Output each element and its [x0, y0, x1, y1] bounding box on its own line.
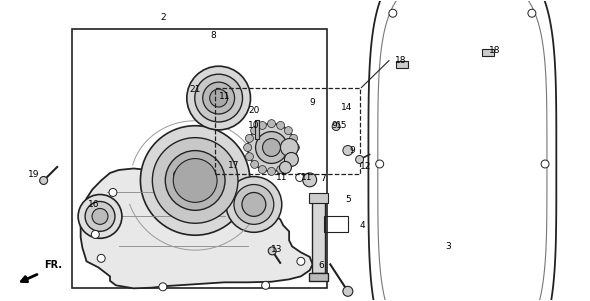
Text: 3: 3: [445, 242, 451, 251]
Text: 21: 21: [189, 85, 201, 94]
Circle shape: [245, 134, 254, 142]
Text: 11: 11: [301, 173, 313, 182]
Circle shape: [280, 138, 299, 157]
Circle shape: [280, 161, 291, 173]
Circle shape: [165, 150, 225, 210]
Bar: [309, 194, 329, 203]
Circle shape: [245, 153, 254, 161]
Circle shape: [261, 281, 270, 289]
Text: 5: 5: [345, 195, 350, 204]
Circle shape: [203, 82, 235, 114]
Bar: [72, 29, 327, 288]
Bar: [312, 201, 326, 273]
Circle shape: [290, 134, 297, 142]
Circle shape: [284, 160, 293, 168]
Text: 11: 11: [276, 173, 288, 182]
Circle shape: [291, 144, 299, 151]
Circle shape: [173, 159, 217, 202]
Polygon shape: [368, 0, 556, 301]
Circle shape: [173, 170, 182, 178]
Circle shape: [541, 160, 549, 168]
Circle shape: [290, 153, 297, 161]
Circle shape: [40, 176, 48, 185]
Circle shape: [242, 192, 266, 216]
Circle shape: [343, 286, 353, 296]
Text: 9: 9: [350, 146, 355, 155]
Circle shape: [97, 254, 105, 262]
Bar: [215, 88, 359, 175]
Text: 14: 14: [341, 103, 352, 112]
Circle shape: [195, 74, 242, 122]
Bar: [481, 49, 494, 56]
Circle shape: [267, 119, 276, 128]
Circle shape: [284, 127, 293, 135]
Circle shape: [263, 138, 280, 157]
Text: 11: 11: [219, 92, 230, 101]
Text: 13: 13: [270, 245, 282, 254]
Circle shape: [159, 283, 167, 291]
Text: 6: 6: [319, 261, 324, 270]
Circle shape: [91, 230, 99, 238]
Circle shape: [109, 188, 117, 197]
Text: 17: 17: [228, 161, 239, 170]
Circle shape: [389, 9, 397, 17]
Polygon shape: [81, 169, 313, 288]
Circle shape: [209, 89, 228, 107]
Text: 8: 8: [210, 31, 216, 40]
Circle shape: [356, 156, 363, 163]
Circle shape: [332, 123, 340, 131]
Circle shape: [297, 257, 305, 265]
Circle shape: [152, 138, 238, 223]
Circle shape: [258, 166, 266, 174]
Text: 19: 19: [28, 170, 40, 179]
Text: 18: 18: [395, 56, 407, 65]
Circle shape: [255, 132, 287, 163]
Text: 18: 18: [489, 46, 500, 54]
Circle shape: [140, 126, 250, 235]
Text: 7: 7: [320, 175, 326, 184]
Bar: [324, 216, 348, 232]
Circle shape: [277, 121, 284, 129]
Circle shape: [248, 124, 296, 171]
Circle shape: [296, 173, 304, 182]
Circle shape: [251, 127, 258, 135]
Circle shape: [343, 145, 353, 156]
Text: FR.: FR.: [44, 260, 63, 270]
Circle shape: [187, 66, 251, 130]
Circle shape: [226, 177, 282, 232]
Text: 4: 4: [360, 221, 365, 230]
Circle shape: [268, 247, 276, 255]
Circle shape: [85, 201, 115, 231]
Circle shape: [528, 9, 536, 17]
Text: 20: 20: [248, 106, 260, 115]
Circle shape: [284, 153, 299, 166]
Circle shape: [376, 160, 384, 168]
Circle shape: [303, 173, 317, 187]
Bar: [255, 119, 259, 139]
Bar: [309, 273, 329, 281]
Text: 16: 16: [88, 200, 100, 209]
Circle shape: [244, 144, 251, 151]
Circle shape: [78, 194, 122, 238]
Circle shape: [234, 185, 274, 224]
Circle shape: [267, 167, 276, 175]
Circle shape: [258, 121, 266, 129]
Text: 15: 15: [336, 120, 348, 129]
Circle shape: [92, 209, 108, 224]
Bar: [396, 61, 408, 68]
Circle shape: [251, 160, 258, 168]
Text: 9: 9: [310, 98, 316, 107]
Text: 10: 10: [248, 120, 260, 129]
Text: 9: 9: [332, 120, 337, 129]
Circle shape: [277, 166, 284, 174]
Text: 2: 2: [160, 13, 166, 22]
Text: 12: 12: [360, 163, 371, 172]
